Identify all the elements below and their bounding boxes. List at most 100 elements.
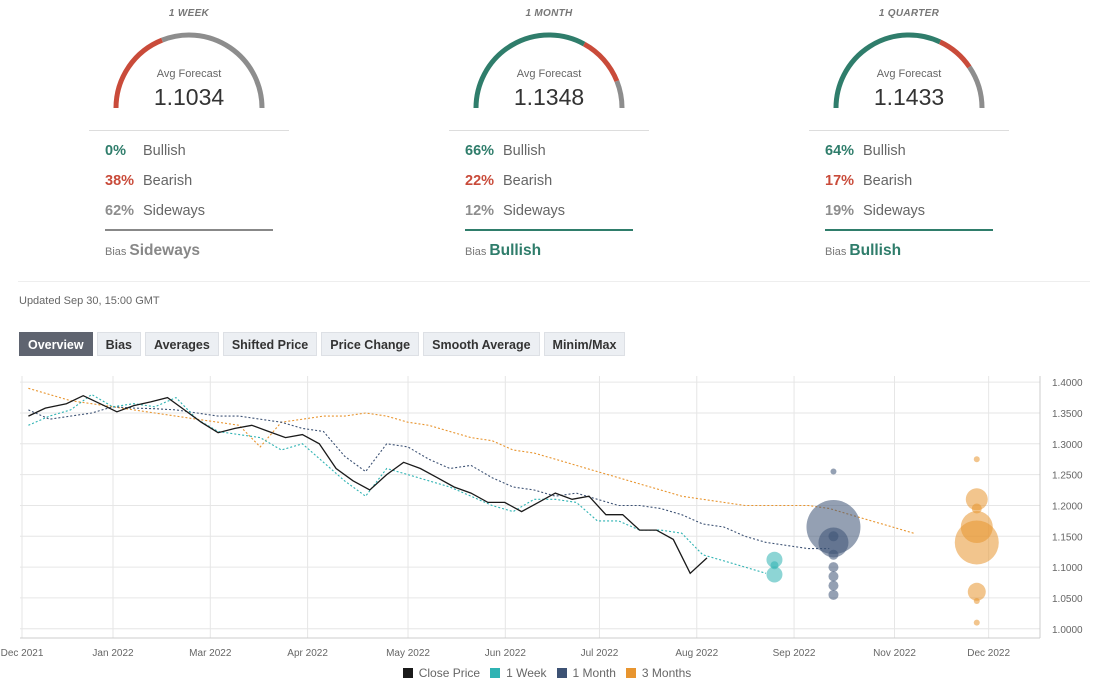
card-period-label: 1 WEEK — [168, 8, 210, 19]
series-line-1-month — [28, 406, 830, 550]
forecast-chart: Dec 2021 Jan 2022 Mar 2022 Apr 2022 May 2022… — [1, 376, 1083, 659]
forecast-bubble-1-month[interactable] — [828, 549, 839, 560]
forecast-bubble-3-months[interactable] — [954, 520, 999, 565]
gauge-sideways-segment — [614, 80, 625, 109]
x-tick-label: Jul 2022 — [581, 648, 619, 659]
card-period-label: 1 MONTH — [525, 8, 573, 19]
series-line-close-price — [28, 394, 708, 575]
series-line-3-months — [28, 387, 914, 534]
avg-forecast-label: Avg Forecast — [876, 68, 942, 80]
legend-label: 1 Month — [572, 666, 616, 680]
avg-forecast-value: 1.1433 — [873, 84, 945, 110]
avg-forecast-value: 1.1348 — [513, 84, 585, 110]
bias-row: Bias Bullish — [825, 242, 901, 260]
sideways-stat: 19% Sideways — [825, 203, 925, 219]
gauge-sideways-segment — [967, 65, 985, 109]
legend-3-months[interactable]: 3 Months — [625, 666, 692, 680]
legend-1-week[interactable]: 1 Week — [490, 666, 547, 680]
gauge-bullish-segment — [833, 32, 942, 109]
forecast-bubble-1-month[interactable] — [818, 527, 849, 558]
legend-1-month[interactable]: 1 Month — [556, 666, 616, 680]
tab-minim-max[interactable]: Minim/Max — [543, 332, 626, 356]
avg-forecast-label: Avg Forecast — [156, 68, 222, 80]
forecast-bubble-1-month[interactable] — [828, 571, 839, 582]
forecast-bubble-1-month[interactable] — [828, 562, 839, 573]
y-tick-label: 1.2000 — [1052, 501, 1083, 512]
forecast-gauge — [473, 32, 625, 109]
y-tick-label: 1.1500 — [1052, 532, 1083, 543]
bullish-stat: 66% Bullish — [465, 143, 546, 159]
legend-swatch — [490, 668, 501, 678]
forecast-bubble-1-month[interactable] — [828, 589, 839, 600]
x-tick-label: Sep 2022 — [773, 648, 816, 659]
tab-price-change[interactable]: Price Change — [321, 332, 420, 356]
x-tick-label: Jun 2022 — [485, 648, 527, 659]
tab-averages[interactable]: Averages — [145, 332, 219, 356]
sideways-pct: 19% — [825, 203, 855, 219]
legend-label: Close Price — [418, 666, 481, 680]
forecast-bubble-1-week[interactable] — [766, 566, 783, 583]
y-tick-label: 1.0500 — [1052, 594, 1083, 605]
updated-timestamp: Updated Sep 30, 15:00 GMT — [19, 295, 160, 307]
bearish-pct: 38% — [105, 173, 135, 189]
forecast-bubble-3-months[interactable] — [971, 503, 982, 514]
bias-value: Bullish — [489, 242, 542, 259]
y-tick-label: 1.1000 — [1052, 563, 1083, 574]
x-tick-label: Apr 2022 — [287, 648, 328, 659]
bullish-label: Bullish — [863, 143, 906, 159]
bullish-stat: 64% Bullish — [825, 143, 906, 159]
forecast-bubble-3-months[interactable] — [965, 488, 988, 511]
bullish-label: Bullish — [503, 143, 546, 159]
x-tick-label: Aug 2022 — [675, 648, 718, 659]
tab-shifted-price[interactable]: Shifted Price — [222, 332, 318, 356]
forecast-bubble-3-months[interactable] — [973, 456, 980, 463]
chart-legend: Close Price 1 Week 1 Month 3 Months — [0, 666, 1094, 680]
forecast-bubble-1-month[interactable] — [828, 580, 839, 591]
tab-smooth-average[interactable]: Smooth Average — [423, 332, 540, 356]
bias-label: Bias — [465, 246, 487, 258]
tab-overview[interactable]: Overview — [19, 332, 93, 356]
forecast-bubble-3-months[interactable] — [973, 598, 980, 605]
forecast-bubble-3-months[interactable] — [967, 582, 986, 601]
bearish-label: Bearish — [863, 173, 913, 189]
bullish-pct: 0% — [105, 143, 126, 159]
forecast-bubble-3-months[interactable] — [973, 619, 980, 626]
divider — [449, 130, 649, 131]
x-tick-label: Nov 2022 — [873, 648, 916, 659]
legend-label: 3 Months — [641, 666, 692, 680]
sideways-label: Sideways — [863, 203, 926, 219]
bearish-stat: 22% Bearish — [465, 173, 552, 189]
forecast-bubble-1-month[interactable] — [830, 468, 837, 475]
gauge-bearish-segment — [582, 41, 620, 83]
forecast-bubble-1-week[interactable] — [766, 551, 783, 568]
section-divider — [18, 281, 1090, 282]
avg-forecast-value: 1.1034 — [153, 84, 225, 110]
avg-forecast-label: Avg Forecast — [516, 68, 582, 80]
gauge-bearish-segment — [113, 37, 164, 109]
bullish-label: Bullish — [143, 143, 186, 159]
y-tick-label: 1.2500 — [1052, 471, 1083, 482]
bullish-pct: 66% — [465, 143, 495, 159]
bias-divider — [105, 229, 273, 231]
forecast-bubble-1-week[interactable] — [770, 561, 779, 570]
bullish-pct: 64% — [825, 143, 855, 159]
bias-value: Sideways — [129, 242, 201, 259]
bearish-label: Bearish — [503, 173, 553, 189]
sideways-stat: 12% Sideways — [465, 203, 565, 219]
tab-bias[interactable]: Bias — [96, 332, 141, 356]
y-tick-label: 1.3500 — [1052, 409, 1083, 420]
sideways-stat: 62% Sideways — [105, 203, 205, 219]
y-tick-label: 1.0000 — [1052, 625, 1083, 636]
sideways-label: Sideways — [143, 203, 206, 219]
y-tick-label: 1.4000 — [1052, 378, 1083, 389]
bearish-pct: 22% — [465, 173, 495, 189]
forecast-bubble-1-month[interactable] — [828, 531, 839, 542]
chart-tabs: Overview Bias Averages Shifted Price Pri… — [19, 332, 629, 356]
legend-close-price[interactable]: Close Price — [402, 666, 481, 680]
bearish-stat: 38% Bearish — [105, 173, 192, 189]
gauge-bearish-segment — [938, 39, 972, 69]
forecast-gauge — [833, 32, 985, 109]
x-tick-label: Jan 2022 — [92, 648, 134, 659]
gauge-sideways-segment — [161, 32, 265, 109]
divider — [809, 130, 1009, 131]
